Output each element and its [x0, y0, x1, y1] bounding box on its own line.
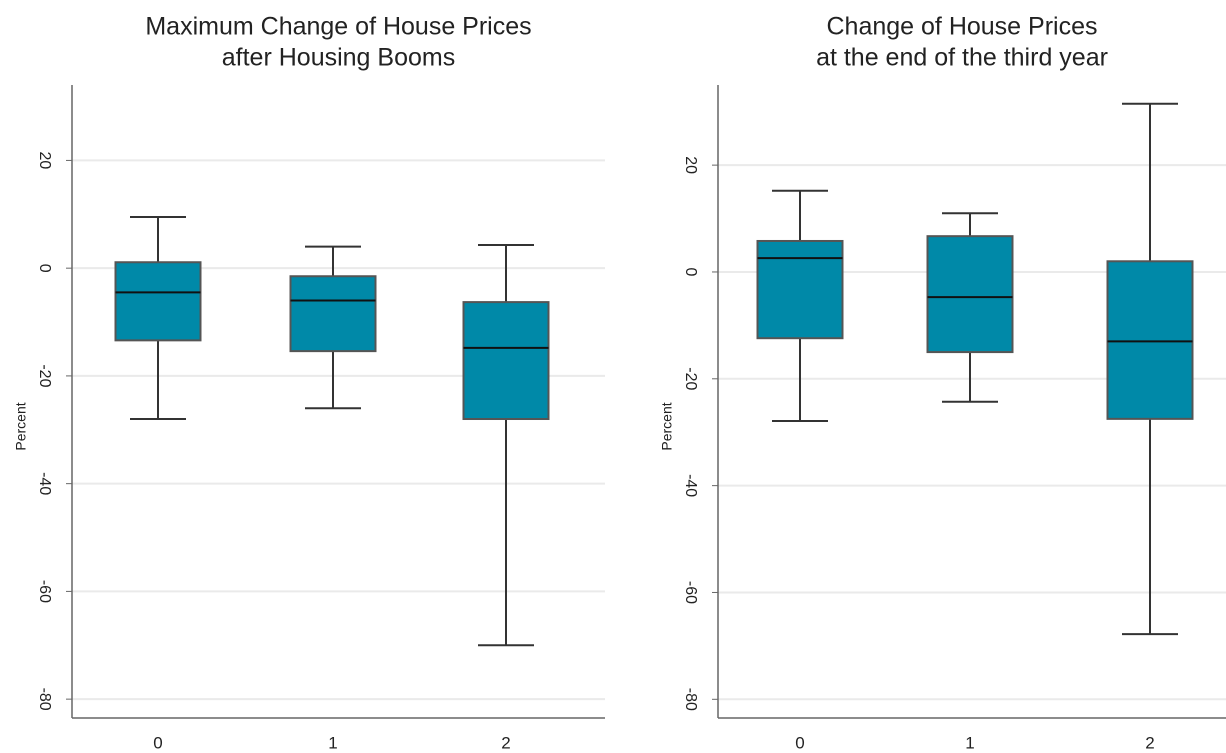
x-tick-label: 2: [501, 733, 510, 752]
y-tick-label: 20: [36, 152, 53, 170]
y-tick-label: -80: [36, 688, 53, 711]
x-tick-label: 1: [965, 733, 974, 752]
y-tick-label: 20: [682, 156, 699, 174]
y-axis-label: Percent: [659, 402, 675, 450]
box: [114, 261, 202, 342]
box: [926, 235, 1014, 354]
x-tick-label: 0: [153, 733, 162, 752]
box: [756, 239, 844, 340]
y-axis-label: Percent: [13, 402, 29, 450]
x-tick-label: 0: [795, 733, 804, 752]
box: [462, 301, 550, 421]
chart-title: Change of House Prices: [827, 13, 1098, 41]
y-tick-label: -80: [682, 688, 699, 711]
y-tick-label: -60: [682, 581, 699, 604]
x-tick-label: 1: [328, 733, 337, 752]
x-tick-label: 2: [1145, 733, 1154, 752]
chart-title: Maximum Change of House Prices: [145, 13, 531, 41]
chart-title: at the end of the third year: [816, 44, 1108, 72]
y-tick-label: 0: [36, 264, 53, 273]
y-tick-label: -60: [36, 580, 53, 603]
y-tick-label: -20: [682, 367, 699, 390]
chart-title: after Housing Booms: [222, 44, 455, 72]
y-tick-label: -40: [682, 474, 699, 497]
box: [289, 275, 377, 353]
y-tick-label: -40: [36, 472, 53, 495]
y-tick-label: -20: [36, 364, 53, 387]
y-tick-label: 0: [682, 268, 699, 277]
box: [1106, 260, 1194, 420]
